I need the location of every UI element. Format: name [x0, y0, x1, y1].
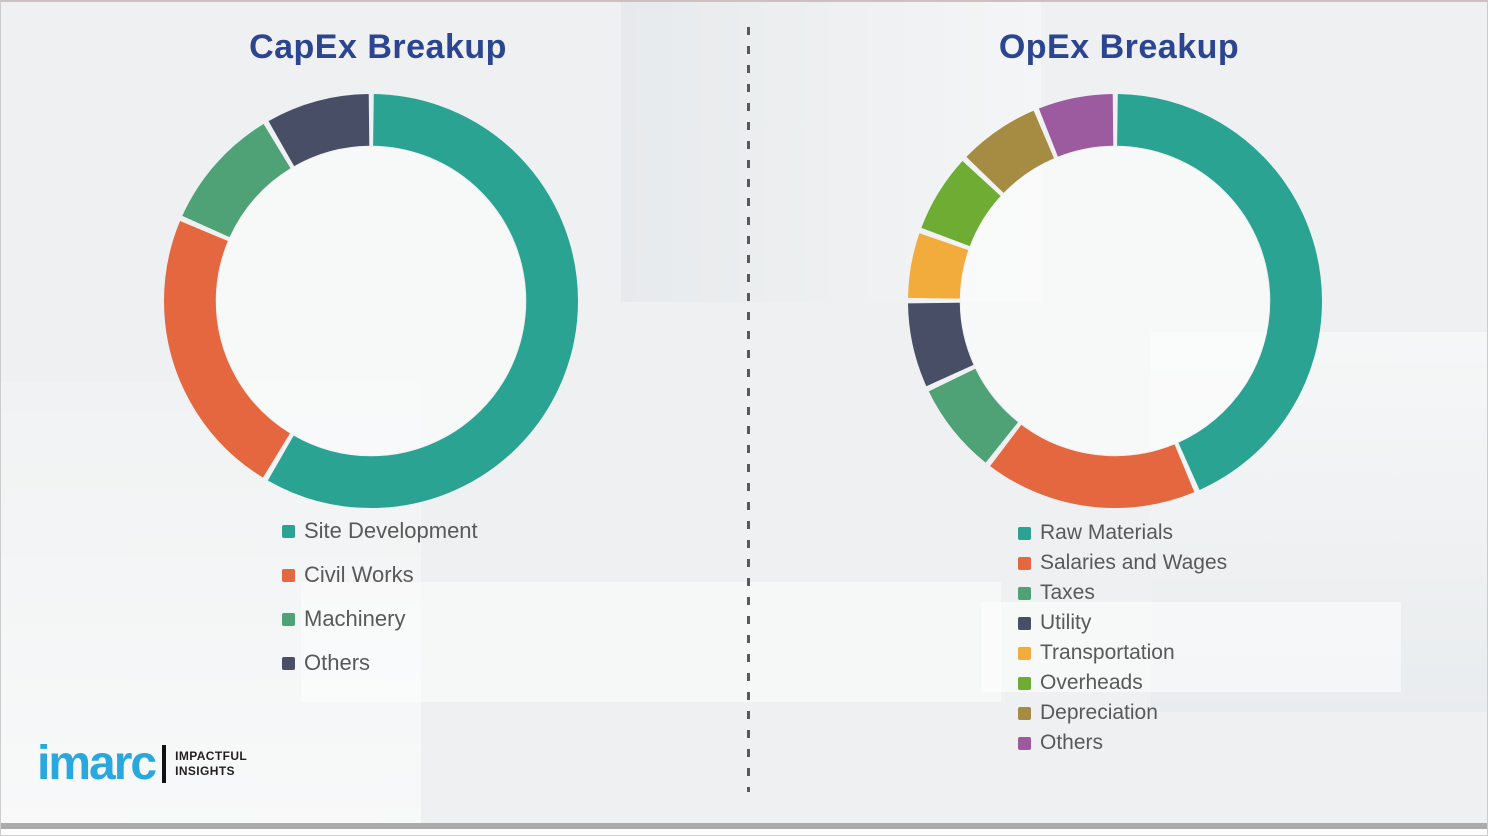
legend-item-depreciation: Depreciation	[1018, 702, 1227, 724]
legend-label: Transportation	[1040, 641, 1175, 664]
legend-label: Utility	[1040, 611, 1092, 634]
legend-label: Taxes	[1040, 581, 1095, 604]
capex-donut-chart	[164, 94, 578, 508]
legend-label: Overheads	[1040, 671, 1143, 694]
legend-item-overheads: Overheads	[1018, 672, 1227, 694]
legend-label: Others	[304, 650, 371, 675]
legend-label: Raw Materials	[1040, 521, 1174, 544]
legend-label: Depreciation	[1040, 701, 1158, 724]
legend-item-others: Others	[282, 652, 478, 674]
legend-item-civil-works: Civil Works	[282, 564, 478, 586]
legend-swatch	[1018, 706, 1031, 720]
logo-divider-bar	[162, 745, 167, 783]
legend-item-transportation: Transportation	[1018, 642, 1227, 664]
legend-swatch	[1018, 526, 1031, 540]
capex-legend: Site Development Civil Works Machinery Othe…	[282, 520, 478, 674]
legend-item-machinery: Machinery	[282, 608, 478, 630]
legend-swatch	[282, 656, 295, 670]
donut-segment-site-development	[164, 94, 578, 508]
capex-chart-title: CapEx Breakup	[249, 28, 507, 66]
legend-swatch	[282, 612, 295, 626]
legend-label: Others	[1040, 731, 1104, 754]
imarc-logo-wordmark: imarc	[37, 737, 157, 790]
logo-tagline-line1: IMPACTFUL	[175, 749, 248, 763]
donut-hole	[960, 146, 1270, 456]
opex-donut-chart	[908, 94, 1322, 508]
opex-chart-title: OpEx Breakup	[998, 28, 1240, 66]
logo-tagline-line2: INSIGHTS	[175, 764, 235, 778]
legend-label: Civil Works	[304, 562, 414, 587]
legend-item-taxes: Taxes	[1018, 582, 1227, 604]
donut-hole	[216, 146, 526, 456]
legend-label: Salaries and Wages	[1040, 551, 1228, 574]
legend-swatch	[1018, 586, 1031, 600]
legend-swatch	[1018, 616, 1031, 630]
legend-item-raw-materials: Raw Materials	[1018, 522, 1227, 544]
donut-segment-salaries-and-wages	[908, 94, 1322, 508]
legend-label: Machinery	[304, 606, 406, 631]
legend-item-others: Others	[1018, 732, 1227, 754]
opex-legend: Raw Materials Salaries and Wages Taxes Util…	[1018, 522, 1227, 754]
legend-swatch	[1018, 646, 1031, 660]
bottom-border-strip	[1, 823, 1487, 829]
legend-item-site-development: Site Development	[282, 520, 478, 542]
legend-swatch	[1018, 556, 1031, 570]
legend-swatch	[282, 524, 295, 538]
dashed-divider-line	[747, 27, 750, 792]
donut-segment-raw-materials	[908, 94, 1322, 508]
legend-swatch	[1018, 736, 1031, 750]
legend-label: Site Development	[304, 518, 478, 543]
legend-swatch	[282, 568, 295, 582]
donut-segment-civil-works	[164, 94, 578, 508]
bottom-border-white	[1, 829, 1487, 835]
legend-swatch	[1018, 676, 1031, 690]
legend-item-salaries-and-wages: Salaries and Wages	[1018, 552, 1227, 574]
legend-item-utility: Utility	[1018, 612, 1227, 634]
imarc-logo: imarc IMPACTFUL INSIGHTS	[37, 740, 247, 788]
logo-tagline: IMPACTFUL INSIGHTS	[175, 749, 247, 779]
